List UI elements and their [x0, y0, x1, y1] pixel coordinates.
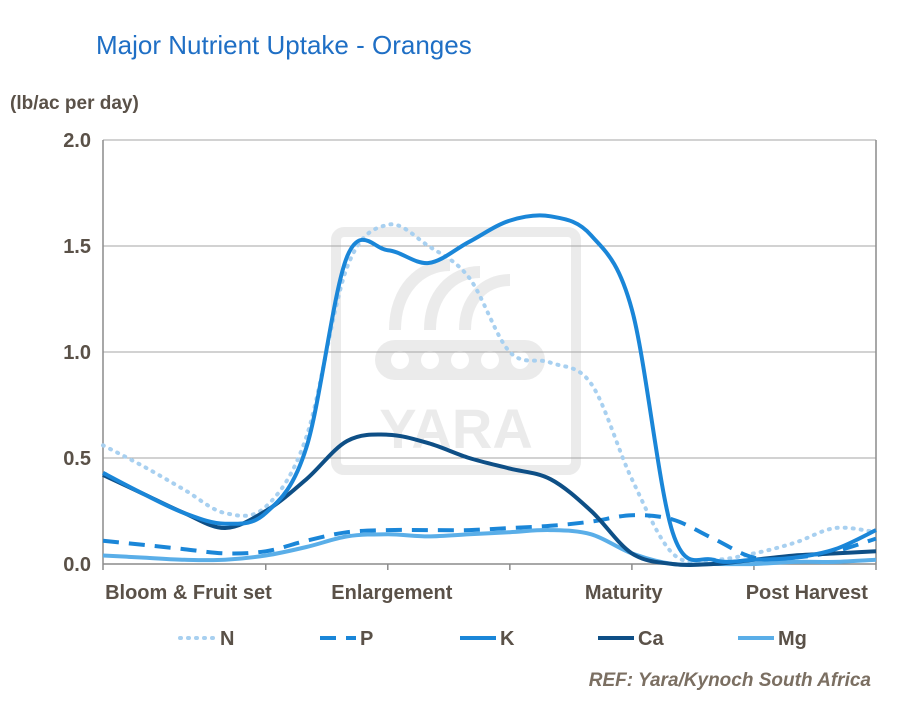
series-line-k	[102, 213, 877, 564]
y-axis-unit-label: (lb/ac per day)	[10, 93, 139, 114]
y-tick-label: 1.0	[63, 342, 91, 364]
watermark-text: YARA	[379, 397, 533, 460]
x-category-label: Bloom & Fruit set	[105, 582, 272, 604]
x-category-label: Maturity	[585, 582, 664, 604]
y-tick-label: 0.5	[63, 448, 91, 470]
legend-label-ca: Ca	[638, 628, 664, 650]
y-tick-label: 1.5	[63, 236, 91, 258]
x-category-label: Enlargement	[331, 582, 452, 604]
source-reference: REF: Yara/Kynoch South Africa	[588, 670, 871, 691]
chart-title: Major Nutrient Uptake - Oranges	[96, 30, 472, 60]
legend-label-mg: Mg	[778, 628, 807, 650]
legend-label-n: N	[220, 628, 234, 650]
y-tick-label: 0.0	[63, 554, 91, 576]
x-category-label: Post Harvest	[746, 582, 869, 604]
legend-label-p: P	[360, 628, 373, 650]
series-line-n	[101, 222, 878, 564]
series-line-mg	[102, 528, 877, 567]
series-line-p	[102, 513, 877, 562]
y-tick-label: 2.0	[63, 130, 91, 152]
legend-label-k: K	[500, 628, 515, 650]
yara-watermark-logo: YARA	[331, 227, 581, 475]
